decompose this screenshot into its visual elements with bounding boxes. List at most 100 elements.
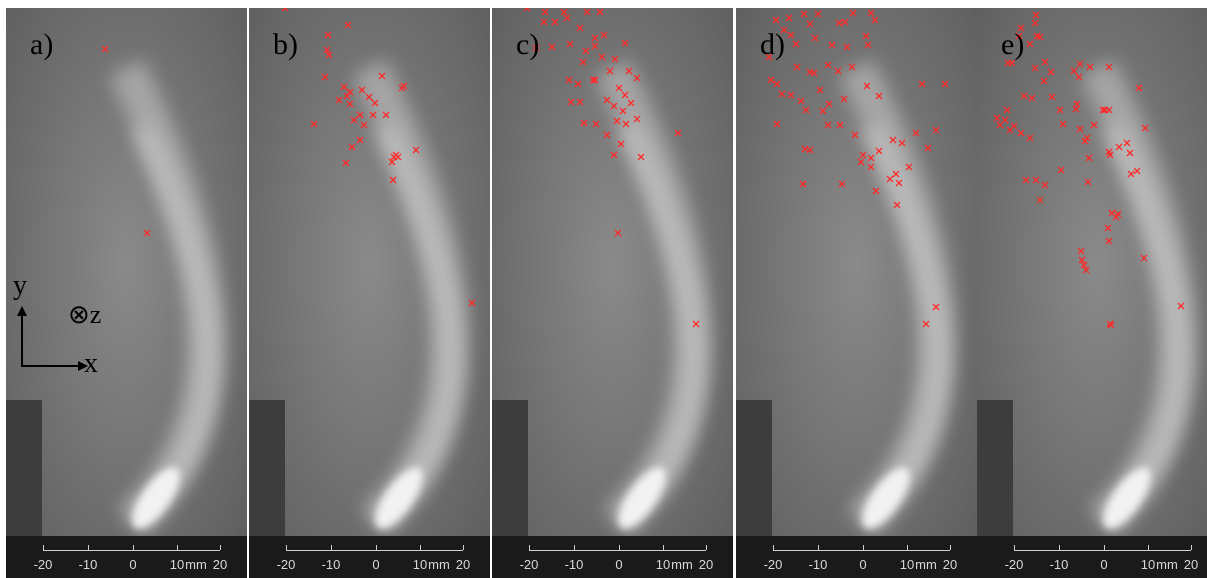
detection-marker bbox=[582, 47, 590, 55]
panel-label: a) bbox=[30, 28, 54, 61]
scale-tick bbox=[376, 545, 377, 550]
detection-marker bbox=[1105, 63, 1113, 71]
detection-marker bbox=[1056, 106, 1064, 114]
detection-marker bbox=[548, 43, 556, 51]
scale-tick-label: 10 bbox=[899, 557, 915, 572]
detection-marker bbox=[613, 117, 621, 125]
image-panel: d) -20 -10 0 10 20 mm bbox=[736, 8, 977, 578]
image-panel: e) -20 -10 0 10 20 mm bbox=[977, 8, 1207, 578]
detection-marker bbox=[1036, 33, 1044, 41]
detection-marker bbox=[310, 120, 318, 128]
detection-marker bbox=[358, 86, 366, 94]
plume-image bbox=[736, 8, 977, 578]
scale-tick-label: -10 bbox=[564, 557, 584, 572]
detection-marker bbox=[851, 131, 859, 139]
detection-marker bbox=[843, 43, 851, 51]
detection-marker bbox=[924, 144, 932, 152]
detection-marker bbox=[1115, 143, 1123, 151]
detection-marker bbox=[1083, 134, 1091, 142]
detection-marker bbox=[596, 8, 604, 16]
detection-marker bbox=[797, 97, 805, 105]
detection-marker bbox=[772, 16, 780, 24]
detection-marker bbox=[892, 170, 900, 178]
detection-marker bbox=[637, 153, 645, 161]
detection-marker bbox=[1026, 134, 1034, 142]
detection-marker bbox=[633, 115, 641, 123]
detection-marker bbox=[625, 67, 633, 75]
scale-unit-label: mm bbox=[428, 557, 450, 572]
detection-marker bbox=[389, 176, 397, 184]
detection-marker bbox=[1123, 139, 1131, 147]
detection-marker bbox=[932, 303, 940, 311]
z-axis-label: ⊗z bbox=[68, 300, 102, 329]
panel-label: b) bbox=[273, 28, 298, 61]
detection-marker bbox=[576, 98, 584, 106]
detection-marker bbox=[340, 83, 348, 91]
detection-marker bbox=[862, 32, 870, 40]
detection-marker bbox=[1140, 254, 1148, 262]
plume-image bbox=[492, 8, 733, 578]
plume-image bbox=[249, 8, 490, 578]
detection-marker bbox=[1133, 167, 1141, 175]
scale-tick bbox=[463, 545, 464, 550]
image-panel: b) -20 -10 0 10 20 mm bbox=[249, 8, 490, 578]
detection-marker bbox=[806, 68, 814, 76]
scale-tick bbox=[88, 545, 89, 550]
detection-marker bbox=[1041, 58, 1049, 66]
detection-marker bbox=[540, 18, 548, 26]
detection-marker bbox=[871, 16, 879, 24]
scale-unit-label: mm bbox=[671, 557, 693, 572]
detection-marker bbox=[875, 147, 883, 155]
detection-marker bbox=[598, 53, 606, 61]
scale-tick-label: -20 bbox=[276, 557, 296, 572]
detection-marker bbox=[591, 42, 599, 50]
detection-marker bbox=[615, 84, 623, 92]
detection-marker bbox=[912, 129, 920, 137]
scale-tick-label: 0 bbox=[1100, 557, 1108, 572]
detection-marker bbox=[1127, 170, 1135, 178]
detection-marker bbox=[849, 9, 857, 17]
detection-marker bbox=[1112, 213, 1120, 221]
detection-marker bbox=[591, 34, 599, 42]
detection-marker bbox=[802, 106, 810, 114]
detection-marker bbox=[1075, 73, 1083, 81]
detection-marker bbox=[1086, 63, 1094, 71]
detection-marker bbox=[621, 39, 629, 47]
detection-marker bbox=[1057, 166, 1065, 174]
image-panel: a) -20 -10 0 10 20 mm y ⊗z x bbox=[6, 8, 247, 578]
detection-marker bbox=[785, 14, 793, 22]
image-panel: c) -20 -10 0 10 20 mm bbox=[492, 8, 733, 578]
detection-marker bbox=[932, 126, 940, 134]
scale-bar: -20 -10 0 10 20 mm bbox=[492, 536, 733, 578]
detection-marker bbox=[674, 129, 682, 137]
detection-marker bbox=[566, 40, 574, 48]
scale-tick-label: -20 bbox=[33, 557, 53, 572]
detection-marker bbox=[816, 86, 824, 94]
detection-marker bbox=[867, 9, 875, 17]
detection-marker bbox=[610, 102, 618, 110]
scale-axis-line bbox=[529, 550, 706, 551]
detection-marker bbox=[617, 140, 625, 148]
scale-tick bbox=[1148, 545, 1149, 550]
scale-tick-label: -10 bbox=[1049, 557, 1069, 572]
detection-marker bbox=[574, 80, 582, 88]
detection-marker bbox=[1028, 94, 1036, 102]
detection-marker bbox=[633, 74, 641, 82]
panel-label: c) bbox=[516, 28, 540, 61]
detection-marker bbox=[622, 120, 630, 128]
scale-tick bbox=[1014, 545, 1015, 550]
detection-marker bbox=[1072, 105, 1080, 113]
detection-marker bbox=[378, 72, 386, 80]
scale-axis-line bbox=[286, 550, 463, 551]
scale-tick bbox=[663, 545, 664, 550]
detection-marker bbox=[101, 45, 109, 53]
detection-marker bbox=[343, 92, 351, 100]
detection-marker bbox=[863, 82, 871, 90]
detection-marker bbox=[342, 159, 350, 167]
scale-tick-label: 20 bbox=[698, 557, 714, 572]
detection-marker bbox=[614, 229, 622, 237]
detection-marker bbox=[324, 31, 332, 39]
detection-marker bbox=[591, 76, 599, 84]
detection-marker bbox=[563, 14, 571, 22]
detection-marker bbox=[583, 8, 591, 16]
